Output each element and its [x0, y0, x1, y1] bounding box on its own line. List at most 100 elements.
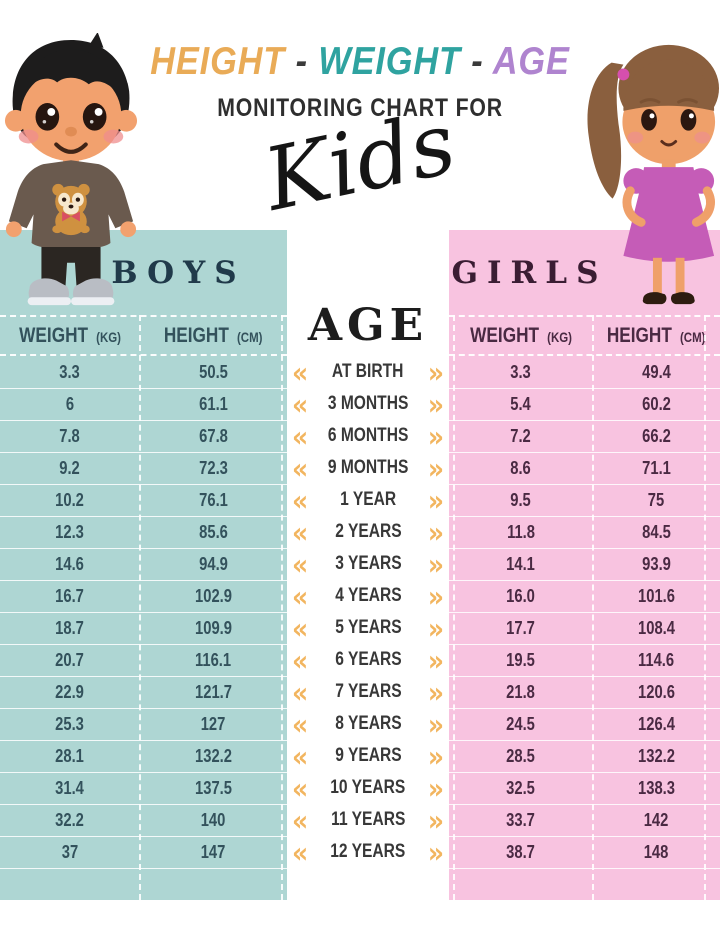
weight-cell: 14.1 — [506, 554, 536, 574]
chevron-left-icon: « — [292, 579, 309, 613]
weight-cell: 32.2 — [55, 810, 85, 830]
chevron-left-icon: « — [292, 387, 309, 421]
height-cell: 102.9 — [195, 586, 232, 606]
chevron-left-icon: « — [292, 547, 309, 581]
age-row: « 6 YEARS » — [287, 644, 449, 676]
boys-weight-header: WEIGHT (KG) — [19, 323, 121, 347]
girls-column-headers: WEIGHT (KG) HEIGHT (CM) — [449, 315, 720, 356]
height-cell: 94.9 — [199, 554, 228, 574]
table-row: 7.8 67.8 — [0, 420, 287, 452]
table-row: 33.7 142 — [449, 804, 720, 836]
height-cell: 114.6 — [638, 650, 675, 670]
title-dash: - — [471, 40, 484, 83]
weight-cell: 18.7 — [55, 618, 85, 638]
weight-cell: 7.8 — [59, 426, 81, 446]
weight-cell: 11.8 — [507, 522, 535, 542]
age-row: « 9 YEARS » — [287, 740, 449, 772]
chevron-left-icon: « — [292, 515, 309, 549]
weight-cell: 28.1 — [55, 746, 85, 766]
page-title: HEIGHT - WEIGHT - AGE — [147, 40, 573, 84]
age-row: « 2 YEARS » — [287, 516, 449, 548]
table-row: 9.5 75 — [449, 484, 720, 516]
table-row: 32.5 138.3 — [449, 772, 720, 804]
girls-table-body: 3.3 49.4 5.4 60.2 7.2 66.2 8.6 71.1 9.5 75 11.8 84.… — [449, 356, 720, 868]
header: HEIGHT - WEIGHT - AGE MONITORING CHART F… — [118, 40, 602, 231]
chevron-right-icon: » — [427, 547, 444, 581]
height-cell: 126.4 — [638, 714, 675, 734]
chevron-left-icon: « — [292, 419, 309, 453]
table-row: 16.0 101.6 — [449, 580, 720, 612]
age-label: 3 MONTHS — [327, 393, 409, 414]
table-row: 16.7 102.9 — [0, 580, 287, 612]
chevron-right-icon: » — [427, 483, 444, 517]
page-subtitle: MONITORING CHART FOR — [217, 94, 503, 122]
age-label: 9 MONTHS — [327, 457, 409, 478]
weight-cell: 17.7 — [506, 618, 536, 638]
title-word-weight: WEIGHT — [318, 40, 461, 83]
chevron-left-icon: « — [292, 643, 309, 677]
chevron-left-icon: « — [292, 355, 309, 389]
table-row: 21.8 120.6 — [449, 676, 720, 708]
height-cell: 140 — [201, 810, 226, 830]
title-word-height: HEIGHT — [150, 40, 286, 83]
age-row: « 5 YEARS » — [287, 612, 449, 644]
girl-cartoon-icon — [587, 44, 720, 305]
weight-cell: 9.5 — [510, 490, 532, 510]
weight-cell: 25.3 — [55, 714, 85, 734]
chevron-right-icon: » — [427, 707, 444, 741]
boys-column-divider — [139, 315, 141, 900]
age-label: 9 YEARS — [334, 745, 402, 766]
girls-title: GIRLS — [451, 254, 608, 291]
table-row: 7.2 66.2 — [449, 420, 720, 452]
weight-cell: 7.2 — [510, 426, 532, 446]
table-row: 12.3 85.6 — [0, 516, 287, 548]
height-cell: 116.1 — [195, 650, 232, 670]
chevron-left-icon: « — [292, 739, 309, 773]
age-label: 4 YEARS — [334, 585, 402, 606]
table-row: 28.1 132.2 — [0, 740, 287, 772]
table-row: 24.5 126.4 — [449, 708, 720, 740]
table-row: 3.3 50.5 — [0, 356, 287, 388]
age-label: 6 MONTHS — [327, 425, 409, 446]
height-cell: 120.6 — [638, 682, 675, 702]
table-row: 31.4 137.5 — [0, 772, 287, 804]
table-row: 10.2 76.1 — [0, 484, 287, 516]
girls-panel: GIRLS WEIGHT (KG) HEIGHT (CM) 3.3 49.4 5.4… — [449, 230, 720, 900]
boys-table-body: 3.3 50.5 6 61.1 7.8 67.8 9.2 72.3 10.2 76.1 12.3 85… — [0, 356, 287, 868]
weight-cell: 3.3 — [59, 361, 81, 382]
weight-cell: 33.7 — [506, 810, 536, 830]
age-label: 3 YEARS — [334, 553, 402, 574]
boy-illustration — [2, 32, 140, 316]
table-row: 14.1 93.9 — [449, 548, 720, 580]
age-label: AT BIRTH — [332, 361, 404, 382]
height-cell: 147 — [201, 842, 226, 862]
age-row: « AT BIRTH » — [287, 356, 449, 388]
age-row: « 1 YEAR » — [287, 484, 449, 516]
age-row: « 4 YEARS » — [287, 580, 449, 612]
table-row: 17.7 108.4 — [449, 612, 720, 644]
weight-cell: 6 — [65, 394, 75, 414]
table-row: 14.6 94.9 — [0, 548, 287, 580]
height-cell: 132.2 — [195, 746, 232, 766]
age-row: « 10 YEARS » — [287, 772, 449, 804]
weight-cell: 31.4 — [55, 778, 85, 798]
table-row: 19.5 114.6 — [449, 644, 720, 676]
height-cell: 138.3 — [638, 778, 675, 798]
height-cell: 127 — [201, 714, 226, 734]
weight-cell: 16.7 — [55, 586, 85, 606]
table-row: 11.8 84.5 — [449, 516, 720, 548]
age-row: « 6 MONTHS » — [287, 420, 449, 452]
chevron-right-icon: » — [427, 355, 444, 389]
flat-shoes — [642, 292, 695, 305]
weight-cell: 21.8 — [506, 682, 536, 702]
age-label: 5 YEARS — [334, 617, 402, 638]
height-cell: 132.2 — [638, 746, 675, 766]
weight-cell: 22.9 — [55, 682, 85, 702]
chevron-right-icon: » — [427, 771, 444, 805]
age-label: 8 YEARS — [334, 713, 402, 734]
age-label: 11 YEARS — [330, 809, 406, 830]
height-cell: 71.1 — [642, 458, 671, 478]
height-cell: 85.6 — [199, 522, 228, 542]
table-row: 20.7 116.1 — [0, 644, 287, 676]
